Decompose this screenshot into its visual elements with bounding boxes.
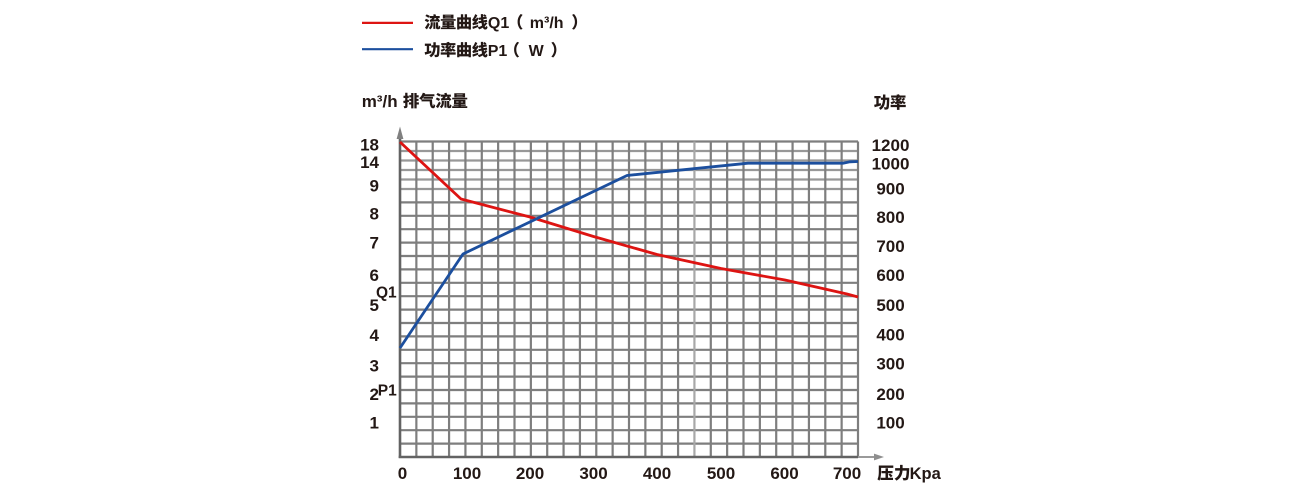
svg-text:500: 500 <box>707 464 735 483</box>
svg-text:7: 7 <box>370 233 379 252</box>
svg-text:1000: 1000 <box>872 155 910 174</box>
svg-text:300: 300 <box>876 355 904 374</box>
svg-text:700: 700 <box>876 237 904 256</box>
svg-text:100: 100 <box>453 464 481 483</box>
svg-text:700: 700 <box>833 464 861 483</box>
svg-text:m³/h: m³/h <box>362 92 398 111</box>
svg-text:400: 400 <box>643 464 671 483</box>
svg-text:1200: 1200 <box>872 136 910 155</box>
svg-text:Q1: Q1 <box>376 284 397 301</box>
svg-text:800: 800 <box>876 208 904 227</box>
svg-text:W: W <box>529 43 545 60</box>
svg-text:2: 2 <box>370 385 379 404</box>
svg-text:200: 200 <box>876 385 904 404</box>
svg-text:5: 5 <box>370 296 379 315</box>
svg-text:6: 6 <box>370 266 379 285</box>
svg-text:600: 600 <box>876 266 904 285</box>
svg-text:8: 8 <box>370 204 379 223</box>
svg-text:m³/h: m³/h <box>530 15 564 32</box>
svg-text:14: 14 <box>360 153 379 172</box>
svg-text:0: 0 <box>398 464 407 483</box>
svg-text:9: 9 <box>370 176 379 195</box>
svg-text:400: 400 <box>876 325 904 344</box>
svg-text:600: 600 <box>770 464 798 483</box>
svg-text:4: 4 <box>370 326 380 345</box>
svg-text:1: 1 <box>370 414 379 433</box>
svg-text:500: 500 <box>876 296 904 315</box>
svg-text:Q1: Q1 <box>488 15 509 32</box>
svg-text:Kpa: Kpa <box>910 465 942 483</box>
svg-text:P1: P1 <box>488 43 508 60</box>
svg-text:3: 3 <box>370 357 379 376</box>
svg-text:300: 300 <box>579 464 607 483</box>
svg-text:18: 18 <box>360 136 379 155</box>
svg-text:200: 200 <box>516 464 544 483</box>
svg-text:P1: P1 <box>378 382 397 399</box>
svg-text:900: 900 <box>876 180 904 199</box>
svg-text:100: 100 <box>876 414 904 433</box>
